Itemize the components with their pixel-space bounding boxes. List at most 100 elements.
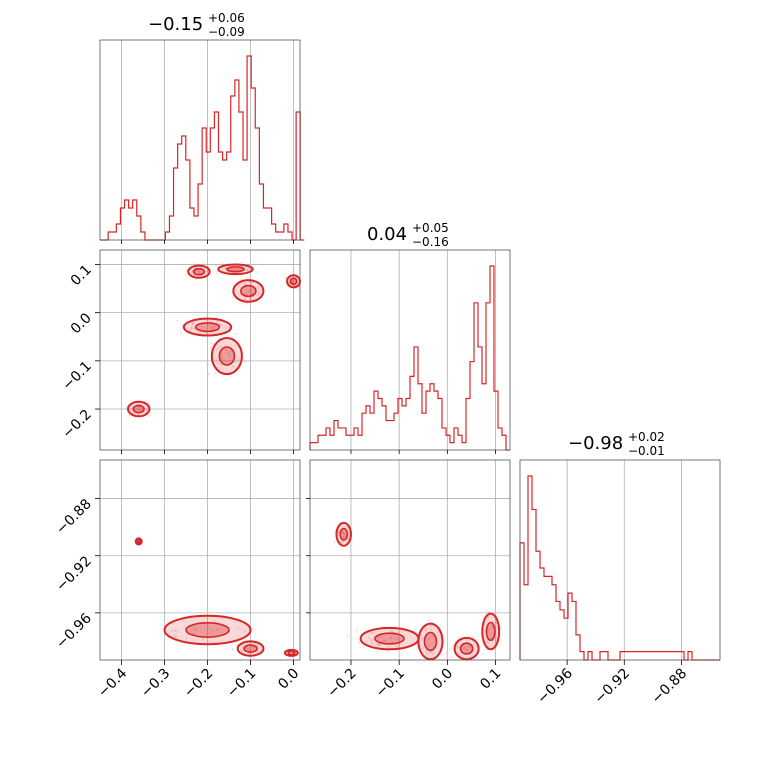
scatter-point [347, 536, 350, 540]
scatter-point [341, 536, 344, 539]
y-tick-label: 0.1 [68, 262, 95, 289]
data-layer [100, 55, 720, 661]
scatter-point [246, 269, 249, 272]
scatter-point [456, 646, 460, 649]
scatter-point [211, 630, 214, 633]
scatter-point [144, 410, 148, 413]
scatter-point [125, 404, 128, 408]
scatter-point [234, 267, 238, 271]
scatter-point [198, 331, 202, 334]
scatter-point [457, 652, 460, 655]
scatter-point [220, 364, 223, 367]
scatter-point [127, 414, 131, 417]
scatter-point [194, 628, 198, 631]
scatter-point [376, 642, 380, 646]
panel-frame-2-1 [309, 459, 511, 661]
scatter-point [138, 406, 142, 409]
scatter-point [437, 630, 440, 634]
scatter-point [181, 323, 184, 326]
scatter-point [486, 609, 489, 612]
scatter-point [136, 408, 140, 411]
scatter-point [247, 289, 251, 293]
scatter-point [258, 292, 261, 295]
contour-inner-2-1 [423, 631, 438, 652]
scatter-point [390, 641, 393, 644]
scatter-point [249, 292, 253, 295]
title-median-2: −0.98 [568, 433, 623, 454]
scatter-point [463, 647, 466, 651]
scatter-point [175, 629, 178, 633]
scatter-point [224, 267, 227, 270]
scatter-point [147, 401, 150, 405]
y-tick-label: −0.2 [59, 407, 94, 442]
panel-frame-0-0 [99, 39, 301, 241]
scatter-point [192, 632, 196, 635]
scatter-point [449, 648, 452, 651]
scatter-point [487, 641, 490, 645]
scatter-point [232, 296, 235, 299]
contour-outer-1-0 [232, 279, 265, 303]
scatter-point [425, 650, 428, 653]
scatter-point [284, 276, 288, 279]
scatter-point [355, 628, 359, 632]
contour-inner-1-0 [289, 277, 298, 286]
scatter-point [481, 653, 484, 656]
scatter-point [194, 628, 198, 632]
scatter-point [444, 652, 448, 655]
contour-inner-1-0 [194, 322, 221, 333]
scatter-point [217, 347, 220, 350]
scatter-point [333, 540, 336, 544]
scatter-point [248, 289, 252, 292]
scatter-point [421, 646, 425, 650]
scatter-point [487, 615, 491, 618]
scatter-point [231, 648, 234, 651]
scatter-point [257, 291, 260, 294]
scatter-point [216, 358, 219, 362]
scatter-point [376, 643, 380, 646]
scatter-point [218, 362, 221, 366]
scatter-point [240, 648, 243, 651]
scatter-point [206, 264, 209, 267]
scatter-point [489, 637, 492, 640]
scatter-point [427, 643, 430, 647]
scatter-point [212, 324, 215, 328]
scatter-point [229, 267, 232, 271]
scatter-point [173, 629, 176, 632]
contour-inner-2-1 [374, 632, 405, 645]
scatter-point [377, 635, 380, 639]
scatter-point [490, 624, 493, 627]
scatter-point [427, 618, 430, 622]
scatter-point [211, 328, 214, 331]
scatter-point [221, 356, 224, 360]
scatter-point [244, 360, 247, 363]
scatter-point [424, 629, 428, 632]
scatter-point [346, 526, 349, 530]
x-tick-label: 0.1 [477, 666, 504, 693]
scatter-point [256, 271, 259, 274]
scatter-point [223, 327, 226, 330]
scatter-point [231, 365, 235, 368]
scatter-point [243, 282, 246, 285]
y-tick-label: −0.92 [53, 553, 95, 595]
scatter-point [383, 640, 387, 643]
scatter-point [371, 642, 374, 645]
scatter-point [214, 372, 217, 375]
scatter-point [427, 637, 431, 641]
scatter-point [214, 620, 217, 623]
scatter-point [243, 298, 247, 301]
panel-frame-2-0 [99, 459, 301, 661]
y-tick-label: −0.1 [59, 358, 94, 393]
x-tick-label: −0.3 [138, 666, 173, 701]
scatter-point [228, 355, 232, 358]
scatter-point [257, 286, 260, 289]
scatter-point [497, 609, 501, 612]
scatter-point [138, 408, 141, 412]
scatter-point [146, 407, 149, 411]
scatter-point [357, 641, 361, 644]
scatter-point [216, 321, 219, 324]
scatter-point [237, 357, 240, 361]
scatter-point [227, 326, 230, 329]
scatter-point [240, 649, 244, 653]
scatter-point [246, 647, 249, 650]
scatter-point [179, 331, 183, 335]
